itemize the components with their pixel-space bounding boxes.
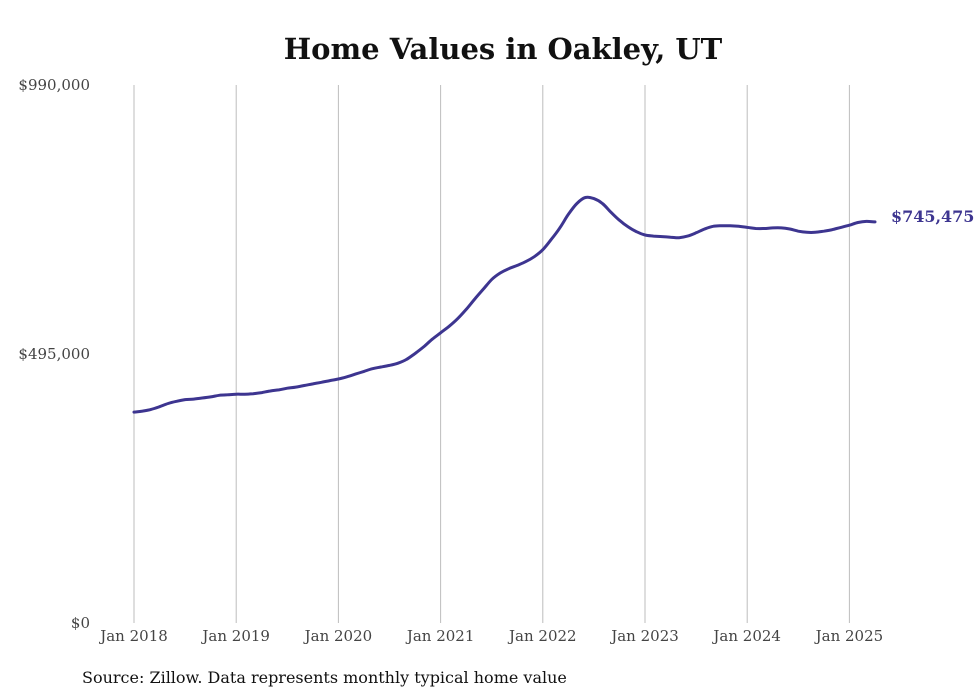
chart-title: Home Values in Oakley, UT [284, 32, 723, 66]
home-value-line [132, 195, 877, 414]
y-tick-label: $990,000 [18, 76, 90, 94]
x-tick-label: Jan 2024 [711, 627, 781, 645]
x-tick-label: Jan 2022 [507, 627, 577, 645]
y-axis: $0 $495,000 $990,000 [18, 76, 90, 632]
source-note: Source: Zillow. Data represents monthly … [82, 668, 567, 687]
x-tick-label: Jan 2020 [303, 627, 373, 645]
y-tick-label: $0 [71, 614, 90, 632]
y-tick-label: $495,000 [18, 345, 90, 363]
x-tick-label: Jan 2018 [98, 627, 168, 645]
x-tick-label: Jan 2023 [609, 627, 679, 645]
x-tick-label: Jan 2021 [405, 627, 475, 645]
x-tick-label: Jan 2025 [814, 627, 884, 645]
gridlines [133, 85, 850, 623]
x-tick-label: Jan 2019 [200, 627, 270, 645]
end-value-label: $745,475 [891, 207, 975, 226]
x-axis: Jan 2018 Jan 2019 Jan 2020 Jan 2021 Jan 2022… [98, 627, 883, 645]
